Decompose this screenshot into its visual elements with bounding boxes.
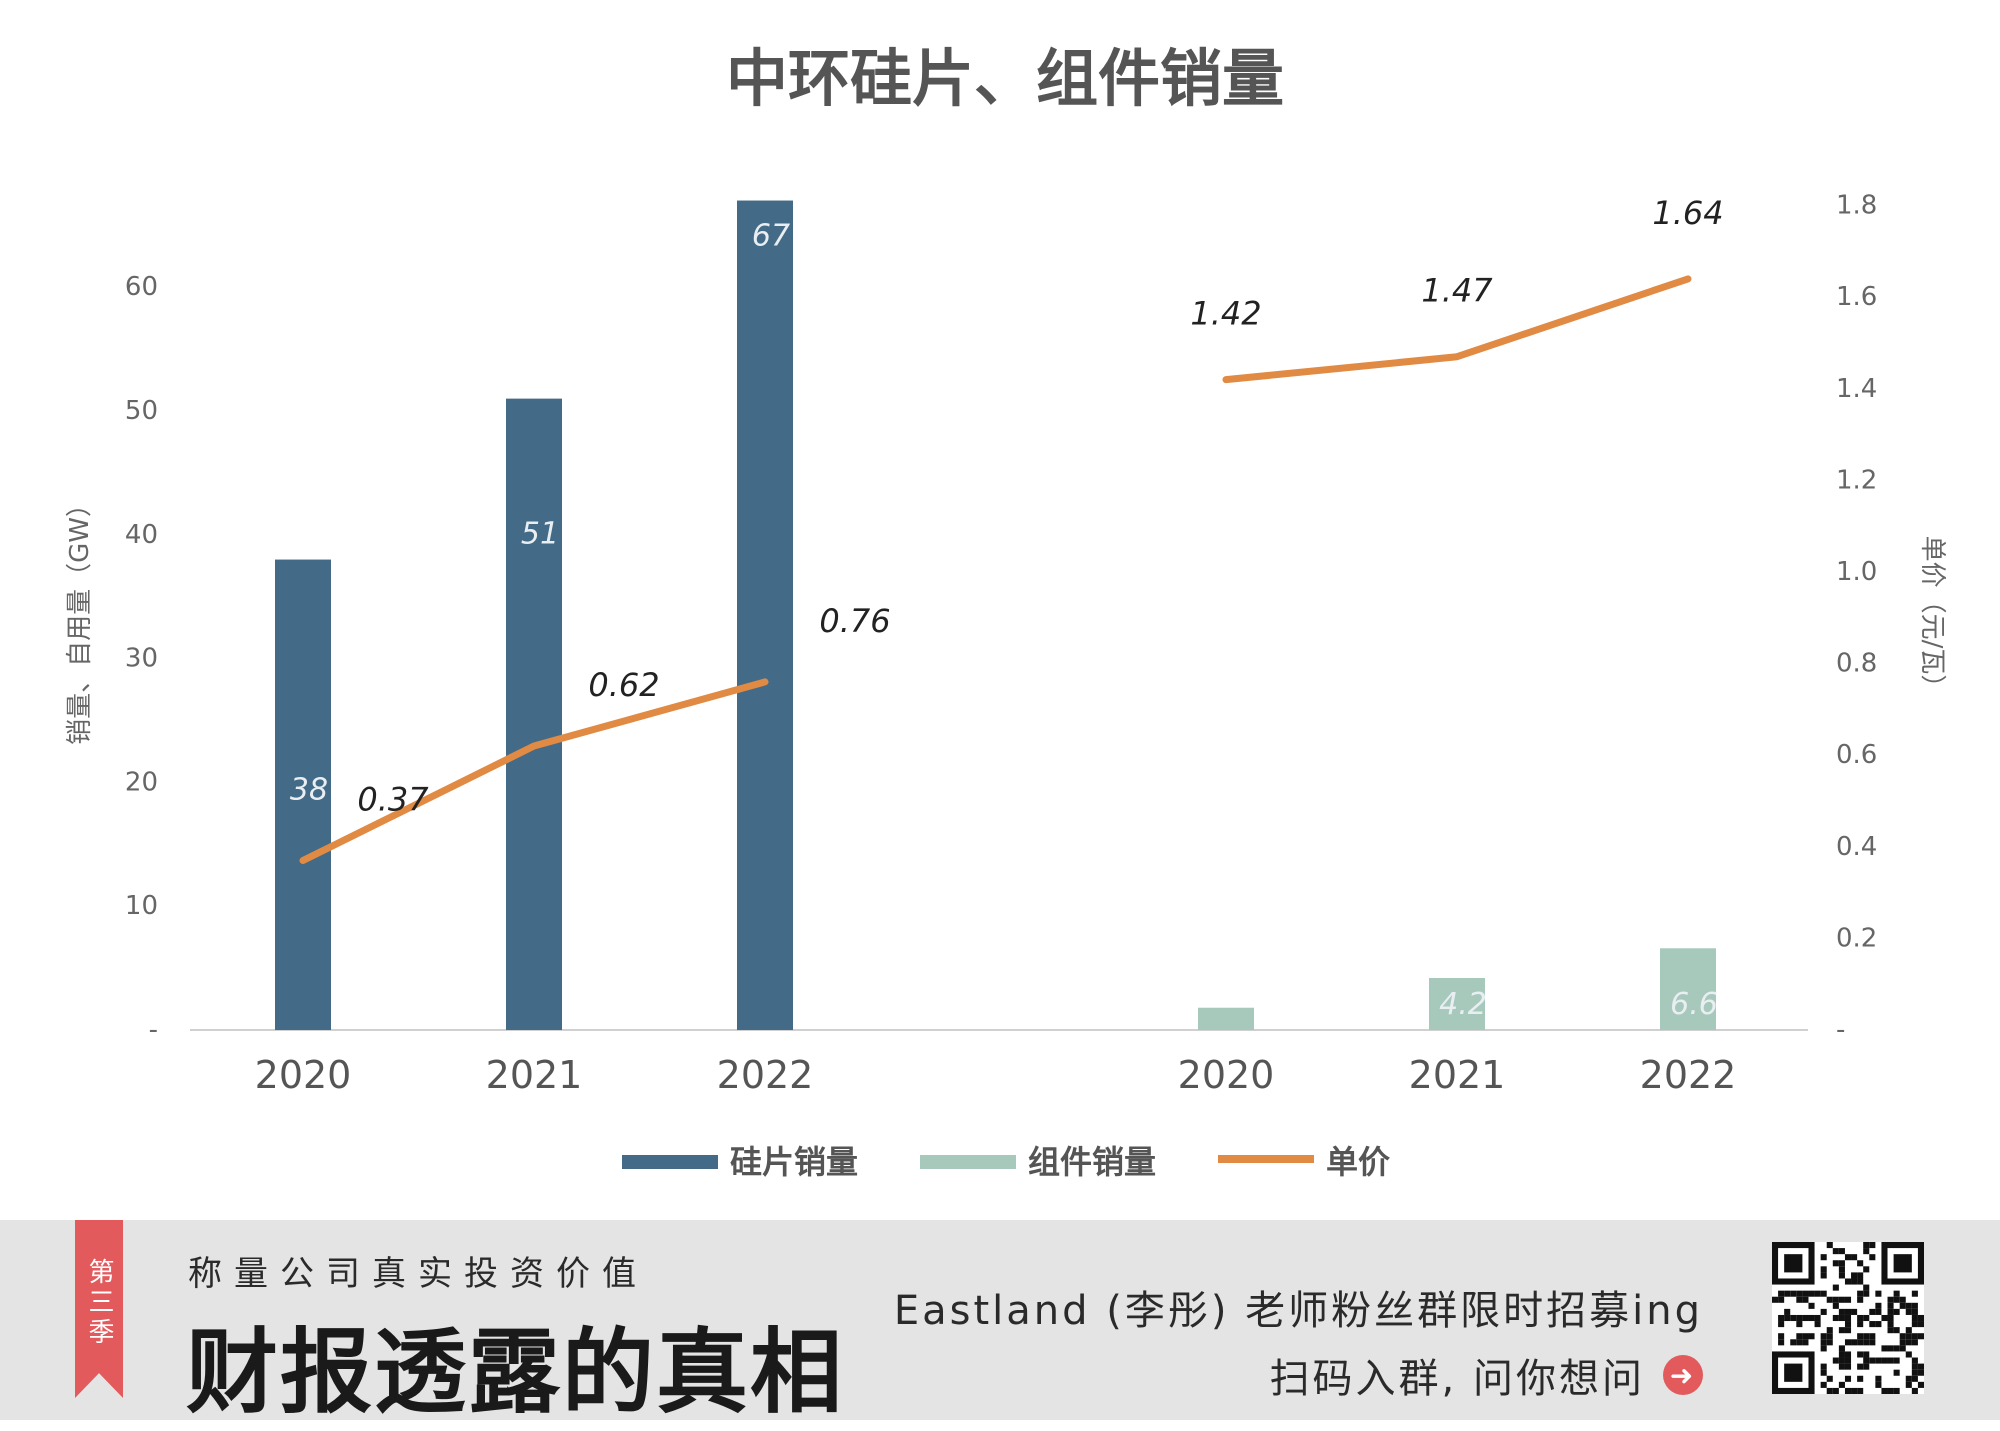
y-left-tick-label: 20 bbox=[125, 767, 158, 797]
season-ribbon: 第三季 bbox=[75, 1220, 123, 1398]
y-right-tick-label: - bbox=[1836, 1015, 1845, 1045]
bar-data-label: 51 bbox=[521, 517, 559, 552]
y-left-tick-label: 60 bbox=[125, 272, 158, 302]
bar bbox=[737, 200, 793, 1031]
x-tick-label: 2022 bbox=[1640, 1053, 1737, 1097]
bar-data-label: 4.2 bbox=[1439, 987, 1487, 1022]
data-labels: 38 51 67 0.37 0.62 0.76 4.2 6.6 1.42 1.47 1.64 bbox=[290, 194, 1724, 1022]
x-tick-label: 2021 bbox=[486, 1053, 583, 1097]
line-data-label: 0.62 bbox=[588, 666, 659, 704]
x-tick-label: 2022 bbox=[717, 1053, 814, 1097]
promo-banner: 第三季 称量公司真实投资价值 财报透露的真相 Eastland (李彤) 老师粉… bbox=[0, 1220, 2000, 1426]
scan-prompt[interactable]: 扫码入群, 问你想问 ➜ bbox=[1270, 1346, 1703, 1404]
line-data-label: 0.37 bbox=[357, 781, 429, 819]
bar-data-label: 6.6 bbox=[1670, 987, 1718, 1022]
axes: - 10 20 30 40 50 60 - 0.2 0.4 0.6 0.8 1.0 1.2 1.4 1.6 1.… bbox=[65, 191, 1947, 1097]
y-right-tick-label: 1.0 bbox=[1836, 557, 1877, 587]
line-data-label: 1.64 bbox=[1652, 194, 1723, 232]
y-right-tick-label: 1.6 bbox=[1836, 282, 1877, 312]
qr-code-icon[interactable] bbox=[1772, 1242, 1924, 1394]
bar bbox=[506, 398, 562, 1030]
y-right-tick-label: 0.2 bbox=[1836, 923, 1877, 953]
y-right-tick-label: 1.2 bbox=[1836, 465, 1877, 495]
scan-text: 扫码入群, 问你想问 bbox=[1269, 1356, 1645, 1402]
y-right-tick-label: 1.8 bbox=[1836, 191, 1877, 221]
y-left-tick-label: - bbox=[149, 1015, 158, 1045]
price-lines bbox=[299, 275, 1692, 865]
line-data-label: 1.47 bbox=[1421, 272, 1493, 310]
y-right-tick-label: 0.8 bbox=[1836, 649, 1877, 679]
bar bbox=[1660, 948, 1716, 1030]
y-left-tick-label: 40 bbox=[125, 520, 158, 550]
banner-headline: 财报透露的真相 bbox=[186, 1318, 845, 1426]
legend-swatch bbox=[1218, 1155, 1314, 1163]
price-line bbox=[1222, 275, 1692, 384]
line-data-label: 0.76 bbox=[819, 602, 890, 640]
chart: 中环硅片、组件销量 - 10 20 30 40 50 60 - 0.2 0.4 0.6 0.8 1.0 1… bbox=[65, 42, 1947, 1181]
y-right-tick-label: 1.4 bbox=[1836, 374, 1877, 404]
season-label: 第三季 bbox=[84, 1258, 114, 1348]
y-right-axis-title: 单价（元/瓦） bbox=[1917, 536, 1947, 701]
bar bbox=[275, 559, 331, 1030]
x-tick-label: 2020 bbox=[255, 1053, 352, 1097]
legend-label: 单价 bbox=[1326, 1143, 1390, 1181]
bar-data-label: 38 bbox=[290, 773, 328, 808]
y-left-tick-label: 30 bbox=[125, 644, 158, 674]
arrow-right-circle-icon[interactable]: ➜ bbox=[1663, 1355, 1703, 1395]
y-left-axis-title: 销量、自用量（GW） bbox=[65, 491, 95, 745]
banner-tagline: 称量公司真实投资价值 bbox=[188, 1254, 648, 1294]
legend-label: 硅片销量 bbox=[730, 1143, 858, 1181]
legend-label: 组件销量 bbox=[1028, 1143, 1156, 1181]
legend-swatch bbox=[622, 1155, 718, 1169]
y-right-tick-label: 0.4 bbox=[1836, 832, 1877, 862]
x-tick-label: 2020 bbox=[1178, 1053, 1275, 1097]
legend-swatch bbox=[920, 1155, 1016, 1169]
bars bbox=[275, 200, 1716, 1031]
x-tick-label: 2021 bbox=[1409, 1053, 1506, 1097]
y-left-tick-label: 50 bbox=[125, 396, 158, 426]
y-right-tick-label: 0.6 bbox=[1836, 740, 1877, 770]
bar-data-label: 67 bbox=[752, 219, 790, 254]
chart-title: 中环硅片、组件销量 bbox=[726, 42, 1284, 115]
price-line bbox=[299, 678, 769, 865]
y-left-tick-label: 10 bbox=[125, 891, 158, 921]
bar bbox=[1198, 1007, 1254, 1030]
recruit-text: Eastland (李彤) 老师粉丝群限时招募ing bbox=[893, 1288, 1703, 1334]
bar bbox=[1429, 978, 1485, 1030]
line-data-label: 1.42 bbox=[1190, 295, 1261, 333]
legend: 硅片销量 组件销量 单价 bbox=[622, 1143, 1390, 1181]
